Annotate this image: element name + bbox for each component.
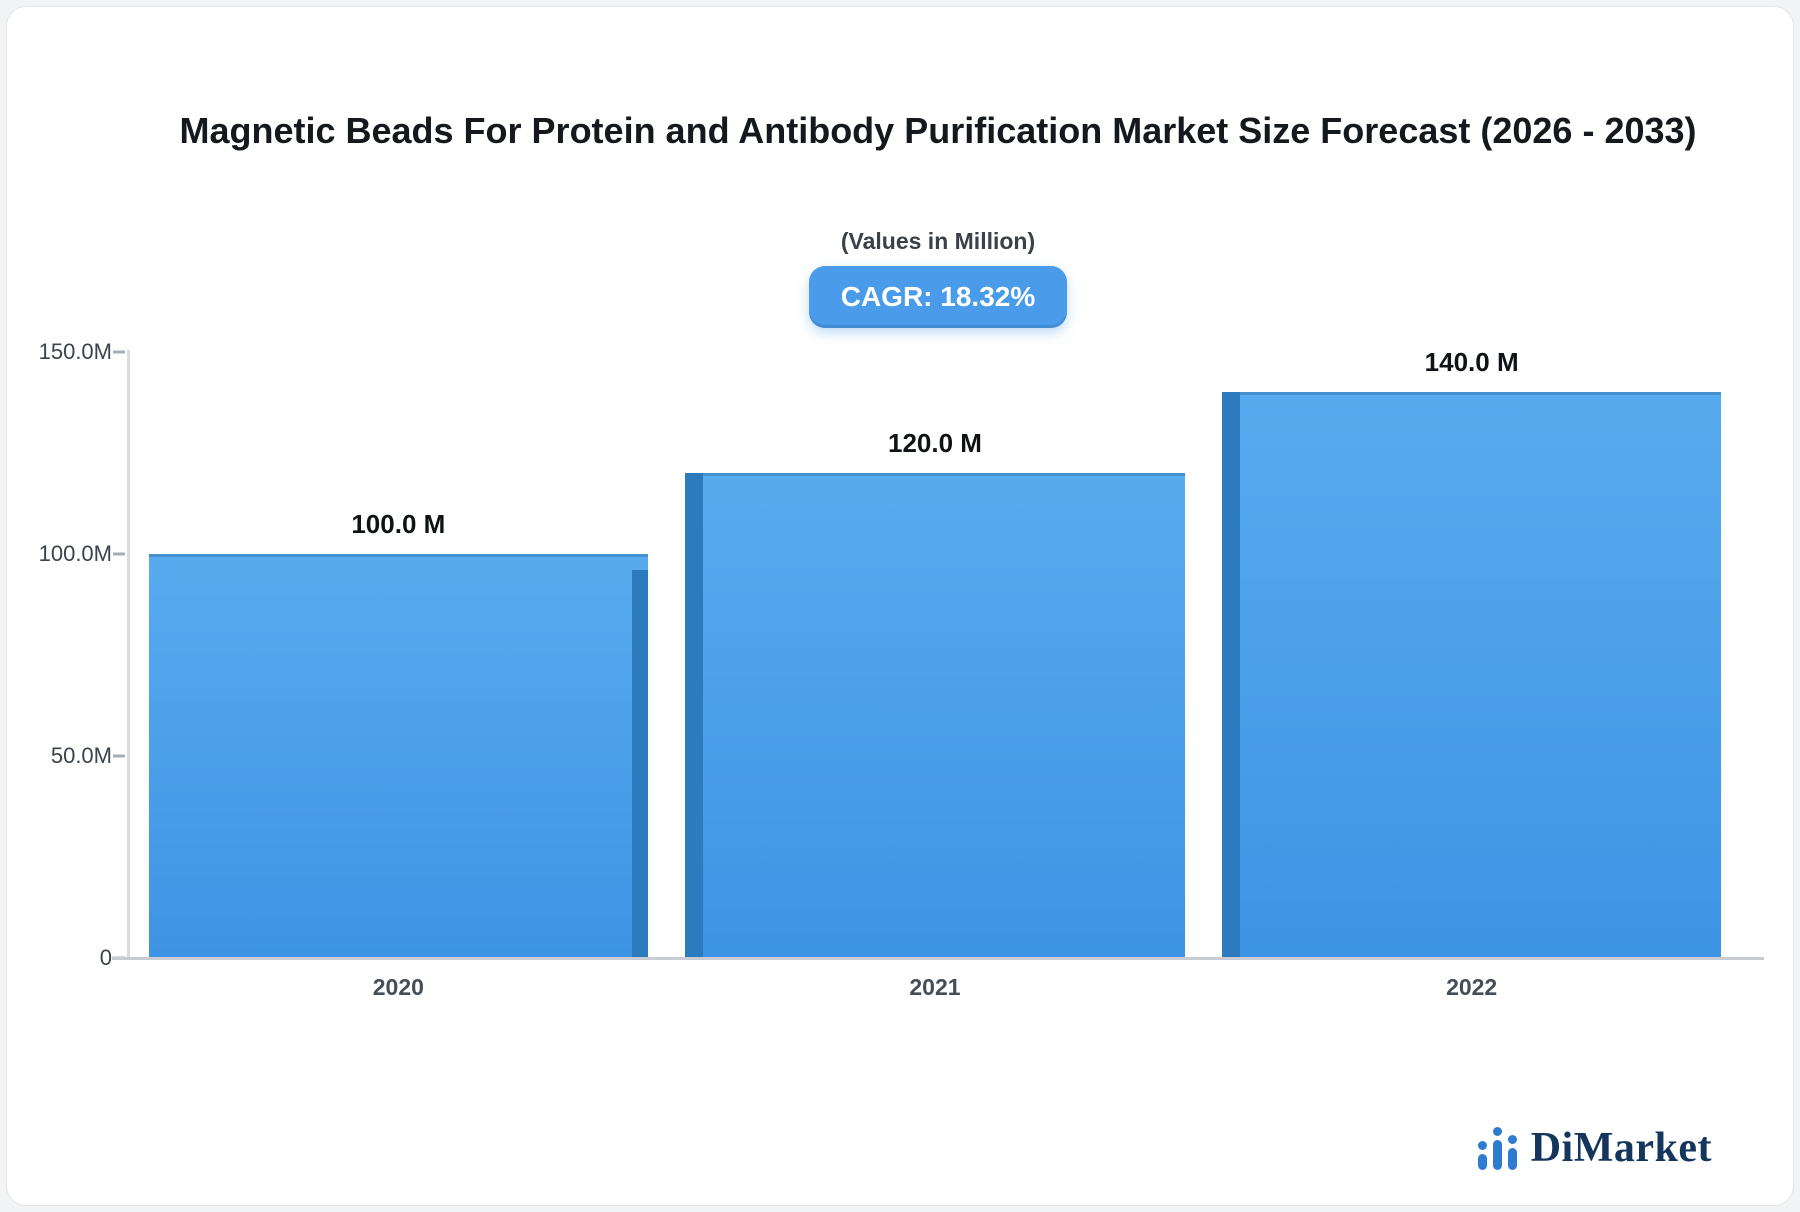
bar-2022 [1222,392,1722,958]
brand-name: DiMarket [1530,1125,1712,1171]
cagr-badge-row: CAGR: 18.32% [108,266,1768,328]
dimarket-logo-icon [1477,1122,1517,1174]
cagr-badge: CAGR: 18.32% [808,266,1068,328]
y-axis-line [127,350,130,958]
x-axis-labels: 2020 2021 2022 [130,974,1740,1014]
bar-2021 [685,473,1185,958]
y-axis-label-100.0M: 100.0M [38,541,112,566]
logo-dot-icon [1492,1127,1502,1136]
y-axis-label-0: 0 [99,945,112,970]
y-axis-tick [113,350,125,354]
logo-dot-icon [1477,1141,1487,1150]
y-axis-tick [113,754,125,758]
x-axis-label-2022: 2022 [1446,974,1498,1000]
y-axis-label-150.0M: 150.0M [38,339,112,364]
y-axis-tick [113,552,125,556]
logo-bar-middle [1492,1127,1502,1170]
chart-subtitle: (Values in Million) [840,228,1036,254]
x-axis-line [112,957,1764,960]
logo-bar-icon [1507,1148,1517,1170]
logo-bar-left [1477,1141,1487,1170]
logo-bar-icon [1492,1140,1502,1170]
x-axis-label-2021: 2021 [909,974,961,1000]
x-axis-label-2020: 2020 [372,974,424,1000]
brand-logo: DiMarket [1477,1122,1712,1174]
y-axis: 0 50.0M 100.0M 150.0M [0,339,130,970]
chart-title: Magnetic Beads For Protein and Antibody … [179,110,1697,151]
logo-bar-icon [1477,1154,1487,1170]
bar-value-label-2021: 120.0 M [888,428,982,458]
logo-dot-icon [1507,1135,1517,1144]
logo-bar-right [1507,1135,1517,1170]
bar-value-label-2022: 140.0 M [1424,347,1519,377]
plot-area: 100.0 M 120.0 M 140.0 M [130,347,1740,958]
bar-2020 [148,554,648,958]
bar-value-label-2020: 100.0 M [351,509,446,539]
y-axis-label-50.0M: 50.0M [50,743,112,768]
